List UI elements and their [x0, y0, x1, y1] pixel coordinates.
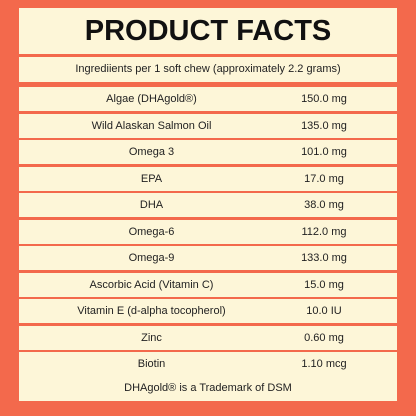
ingredient-amount: 15.0 mg: [304, 278, 344, 291]
ingredient-amount: 1.10 mcg: [301, 358, 347, 370]
ingredient-name: Omega-9: [128, 252, 175, 264]
table-row: EPA 17.0 mg: [19, 166, 397, 191]
ingredient-name: Algae (DHAgold®): [106, 93, 197, 105]
ingredient-name: Omega-6: [128, 225, 175, 238]
ingredient-amount: 38.0 mg: [304, 199, 344, 211]
ingredient-amount: 10.0 IU: [306, 305, 342, 317]
ingredient-amount: 0.60 mg: [304, 331, 344, 344]
table-row: Algae (DHAgold®) 150.0 mg: [19, 87, 397, 111]
ingredient-name: Ascorbic Acid (Vitamin C): [89, 278, 214, 291]
table-row: Wild Alaskan Salmon Oil 135.0 mg: [19, 113, 397, 138]
ingredient-name: EPA: [140, 172, 163, 185]
table-row: Omega 3 101.0 mg: [19, 140, 397, 164]
ingredient-amount: 135.0 mg: [301, 119, 347, 132]
table-row: Vitamin E (d-alpha tocopherol) 10.0 IU: [19, 299, 397, 323]
ingredient-name: DHA: [139, 199, 164, 211]
table-row: Zinc 0.60 mg: [19, 325, 397, 350]
ingredient-amount: 133.0 mg: [301, 252, 347, 264]
ingredient-name: Zinc: [141, 331, 162, 344]
footer: DHAgold® is a Trademark of DSM: [19, 376, 397, 401]
table-row: DHA 38.0 mg: [19, 193, 397, 217]
subtitle: Ingrediients per 1 soft chew (approximat…: [19, 57, 397, 82]
table-row: Ascorbic Acid (Vitamin C) 15.0 mg: [19, 272, 397, 297]
ingredient-amount: 112.0 mg: [301, 225, 347, 238]
ingredient-name: Biotin: [137, 358, 166, 370]
title: PRODUCT FACTS: [19, 8, 397, 54]
ingredient-name: Vitamin E (d-alpha tocopherol): [77, 305, 226, 317]
ingredient-amount: 101.0 mg: [301, 146, 347, 158]
table-row: Omega-6 112.0 mg: [19, 219, 397, 244]
ingredient-amount: 17.0 mg: [304, 172, 344, 185]
ingredient-amount: 150.0 mg: [301, 93, 347, 105]
table-row: Biotin 1.10 mcg: [19, 352, 397, 376]
ingredient-name: Omega 3: [128, 146, 175, 158]
ingredient-name: Wild Alaskan Salmon Oil: [91, 119, 212, 132]
table-row: Omega-9 133.0 mg: [19, 246, 397, 270]
